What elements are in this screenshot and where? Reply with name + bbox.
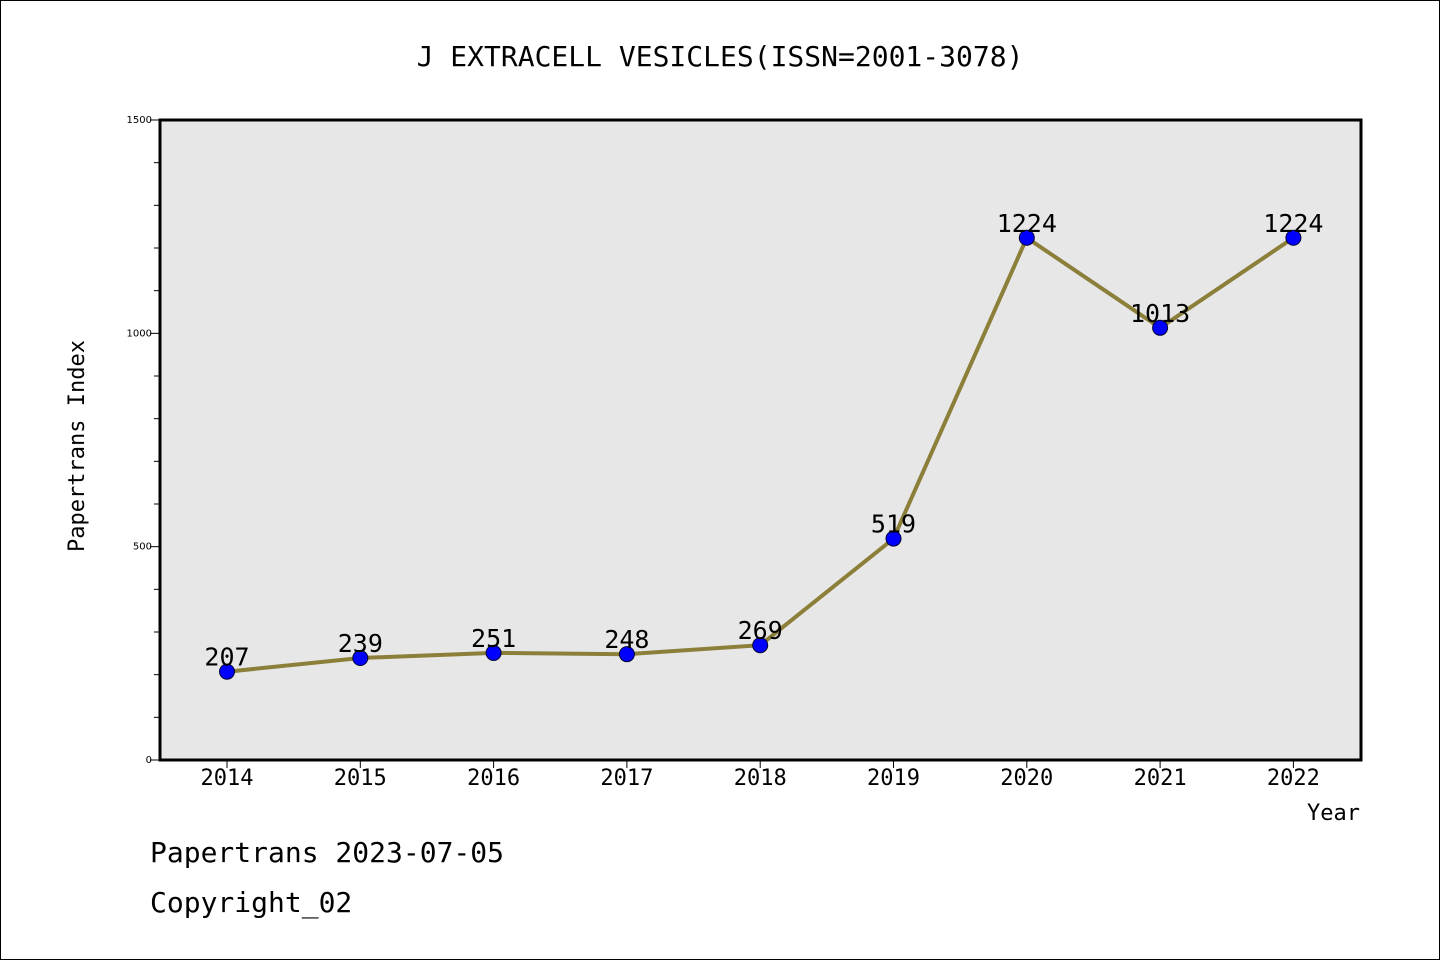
y-tick-label: 0 [146, 755, 152, 766]
y-axis-ticks: 0 500 1000 1500 [127, 115, 160, 766]
data-point [1152, 319, 1169, 336]
x-tick-label: 2019 [867, 766, 920, 791]
x-axis-ticks: 2014 2015 2016 2017 2018 2019 2020 2021 2022 [201, 760, 1320, 791]
y-tick-label: 1000 [127, 328, 152, 339]
data-label: 519 [871, 510, 916, 539]
data-point [885, 530, 902, 547]
data-label: 269 [738, 616, 783, 645]
footer-date: Papertrans 2023-07-05 [150, 836, 505, 869]
y-axis-label: Papertrans Index [65, 340, 90, 552]
data-label: 1224 [1263, 209, 1323, 238]
x-tick-label: 2018 [734, 766, 787, 791]
data-labels: 207 239 251 248 269 519 1224 1013 1224 [204, 209, 1323, 672]
x-tick-label: 2017 [600, 766, 653, 791]
data-label: 251 [471, 624, 516, 653]
data-point [752, 637, 769, 654]
data-label: 248 [604, 625, 649, 654]
x-tick-label: 2021 [1134, 766, 1187, 791]
data-point [1018, 229, 1035, 246]
footer-copyright: Copyright_02 [150, 886, 353, 919]
data-point [485, 644, 502, 661]
data-label: 239 [338, 629, 383, 658]
x-tick-label: 2020 [1000, 766, 1053, 791]
x-tick-label: 2014 [201, 766, 254, 791]
x-axis-label: Year [1307, 801, 1360, 826]
data-label: 1224 [997, 209, 1057, 238]
data-label: 1013 [1130, 299, 1190, 328]
data-point [219, 663, 235, 680]
data-point [618, 646, 635, 663]
x-tick-label: 2015 [334, 766, 387, 791]
y-tick-label: 1500 [127, 115, 152, 126]
data-label: 207 [204, 643, 249, 672]
y-tick-label: 500 [133, 542, 152, 553]
plot-area [158, 118, 1363, 762]
x-tick-label: 2016 [467, 766, 520, 791]
data-point [352, 650, 369, 667]
data-point [1285, 229, 1302, 246]
series-layer [219, 229, 1302, 680]
chart-title: J EXTRACELL VESICLES(ISSN=2001-3078) [417, 40, 1024, 73]
x-tick-label: 2022 [1267, 766, 1320, 791]
